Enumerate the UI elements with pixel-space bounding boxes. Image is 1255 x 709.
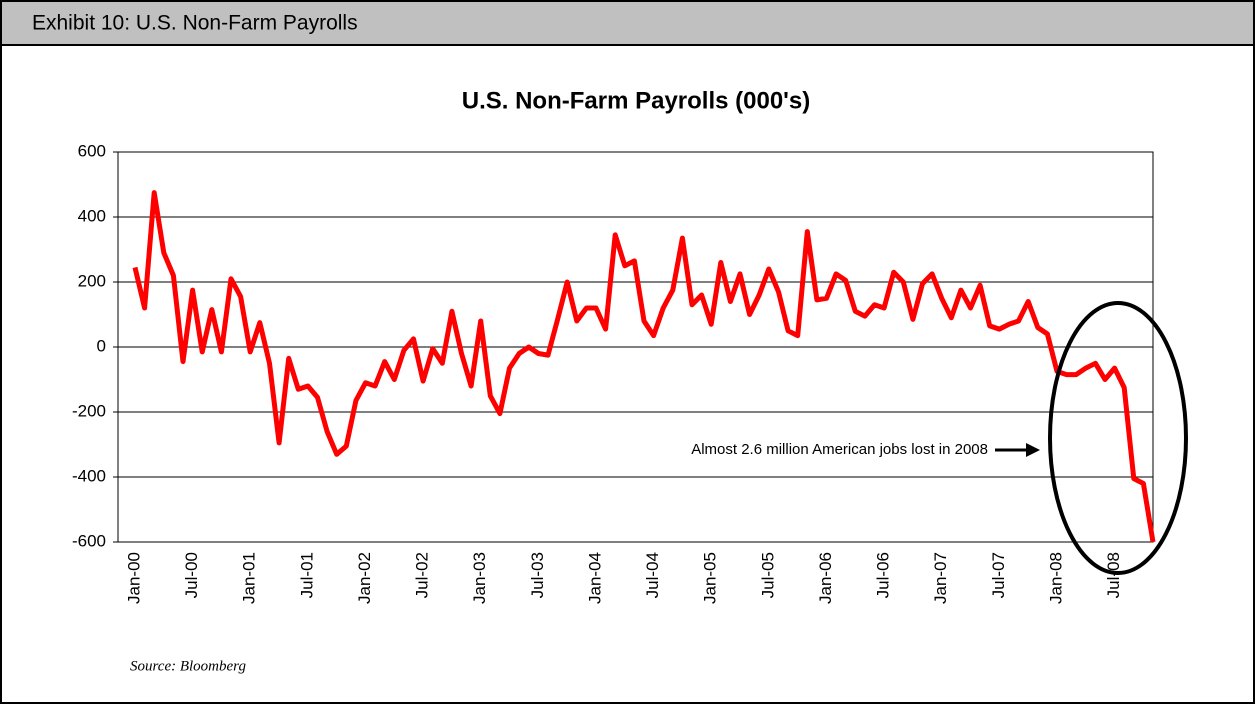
x-tick-label: Jan-02 [355,552,374,604]
x-tick-label: Jan-08 [1046,552,1065,604]
chart-title: U.S. Non-Farm Payrolls (000's) [462,87,810,114]
annotation: Almost 2.6 million American jobs lost in… [691,441,988,458]
x-tick-label: Jan-04 [585,552,604,604]
y-tick-label: 400 [78,206,106,225]
x-tick-label: Jan-06 [816,552,835,604]
y-tick-label: 200 [78,271,106,290]
arrow-head [1026,443,1040,457]
y-tick-label: -200 [72,401,106,420]
header-title: Exhibit 10: U.S. Non-Farm Payrolls [32,12,358,35]
x-tick-label: Jul-05 [758,552,777,598]
y-tick-label: -400 [72,466,106,485]
x-tick-label: Jan-00 [124,552,143,604]
x-tick-label: Jul-00 [182,552,201,598]
y-tick-label: 600 [78,141,106,160]
x-tick-label: Jul-08 [1104,552,1123,598]
x-tick-label: Jul-01 [297,552,316,598]
x-tick-label: Jul-06 [874,552,893,598]
x-tick-label: Jan-01 [240,552,259,604]
x-tick-label: Jan-03 [470,552,489,604]
source: Source: Bloomberg [130,658,246,674]
y-tick-label: -600 [72,531,106,550]
highlight-ellipse [1048,301,1188,575]
x-tick-label: Jul-07 [989,552,1008,598]
x-tick-label: Jan-07 [931,552,950,604]
x-tick-label: Jan-05 [701,552,720,604]
x-tick-label: Jul-04 [643,552,662,598]
plot-border [117,151,1154,543]
plot: -600 -400 -200 0 200 400 600 Jan-00 Jul-00 Jan-01… [72,141,1156,604]
x-tick-label: Jul-03 [528,552,547,598]
y-tick-label: 0 [97,336,106,355]
data-line [132,190,1156,543]
header-bar [0,0,1255,46]
x-tick-label: Jul-02 [413,552,432,598]
